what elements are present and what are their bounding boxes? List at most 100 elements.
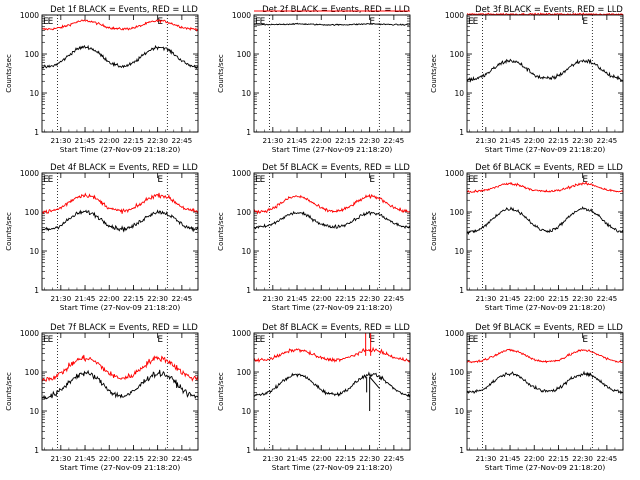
eclipse-marker: E bbox=[255, 335, 261, 345]
plot-frame bbox=[466, 172, 624, 291]
eclipse-marker: E bbox=[157, 175, 163, 185]
y-tick-label: 100 bbox=[237, 368, 252, 377]
chart-panel: Det 7f BLACK = Events, RED = LLD Counts/s… bbox=[5, 322, 199, 472]
eclipse-marker: E bbox=[369, 175, 375, 185]
eclipse-marker: E bbox=[369, 17, 375, 27]
data-series-line bbox=[41, 19, 199, 32]
y-tick-label: 1 bbox=[246, 446, 251, 455]
chart-panel: Det 8f BLACK = Events, RED = LLD Counts/s… bbox=[217, 322, 411, 472]
y-tick-label: 1000 bbox=[445, 11, 464, 20]
y-tick-label: 10 bbox=[454, 407, 464, 416]
data-series-line bbox=[466, 370, 624, 395]
y-tick-label: 100 bbox=[25, 208, 40, 217]
x-tick-label: 22:15 bbox=[123, 136, 144, 145]
plot-frame bbox=[466, 332, 624, 451]
eclipse-marker: E bbox=[473, 17, 479, 27]
y-tick-label: 1000 bbox=[232, 11, 251, 20]
data-series-line bbox=[466, 58, 624, 83]
chart-panel: Det 2f BLACK = Events, RED = LLD Counts/s… bbox=[217, 4, 411, 154]
data-series-line bbox=[253, 346, 411, 363]
chart-title: Det 1f BLACK = Events, RED = LLD bbox=[50, 4, 198, 14]
x-tick-label: 22:45 bbox=[172, 294, 193, 303]
data-series-line bbox=[253, 210, 411, 230]
eclipse-marker: E bbox=[582, 175, 588, 185]
data-series-line bbox=[41, 44, 198, 70]
chart-title: Det 6f BLACK = Events, RED = LLD bbox=[475, 162, 623, 172]
y-tick-label: 10 bbox=[29, 407, 39, 416]
y-axis-label: Counts/sec bbox=[430, 212, 438, 251]
eclipse-marker: E bbox=[48, 175, 54, 185]
data-series-line bbox=[253, 22, 411, 27]
x-axis-label: Start Time (27-Nov-09 21:18:20) bbox=[272, 145, 393, 154]
chart-panel: Det 3f BLACK = Events, RED = LLD Counts/s… bbox=[430, 4, 624, 154]
y-tick-label: 1000 bbox=[20, 11, 39, 20]
x-tick-label: 22:45 bbox=[172, 454, 193, 463]
data-spike bbox=[369, 376, 381, 389]
x-tick-label: 21:45 bbox=[75, 294, 96, 303]
eclipse-marker: E bbox=[43, 175, 49, 185]
x-tick-label: 21:30 bbox=[262, 294, 283, 303]
y-axis-label: Counts/sec bbox=[217, 212, 225, 251]
y-tick-label: 1000 bbox=[20, 169, 39, 178]
eclipse-marker: E bbox=[468, 175, 474, 185]
eclipse-marker: E bbox=[260, 175, 266, 185]
x-tick-label: 22:00 bbox=[524, 294, 545, 303]
plot-frame bbox=[253, 332, 411, 451]
x-tick-label: 21:45 bbox=[287, 454, 308, 463]
plot-frame bbox=[253, 172, 411, 291]
y-tick-label: 100 bbox=[25, 50, 40, 59]
eclipse-marker: E bbox=[582, 17, 588, 27]
x-tick-label: 21:30 bbox=[475, 454, 496, 463]
x-tick-label: 22:30 bbox=[572, 136, 593, 145]
x-tick-label: 22:15 bbox=[548, 136, 569, 145]
chart-panel: Det 5f BLACK = Events, RED = LLD Counts/s… bbox=[217, 162, 411, 312]
y-tick-label: 1000 bbox=[445, 169, 464, 178]
eclipse-marker: E bbox=[48, 335, 54, 345]
chart-panel: Det 6f BLACK = Events, RED = LLD Counts/s… bbox=[430, 162, 624, 312]
x-tick-label: 21:45 bbox=[500, 454, 521, 463]
x-axis-label: Start Time (27-Nov-09 21:18:20) bbox=[60, 145, 181, 154]
eclipse-marker: E bbox=[473, 335, 479, 345]
x-axis-label: Start Time (27-Nov-09 21:18:20) bbox=[272, 463, 393, 472]
x-tick-label: 22:45 bbox=[597, 454, 618, 463]
x-tick-label: 21:45 bbox=[75, 136, 96, 145]
x-tick-label: 21:45 bbox=[287, 136, 308, 145]
y-tick-label: 10 bbox=[241, 247, 251, 256]
y-tick-label: 1000 bbox=[232, 329, 251, 338]
eclipse-marker: E bbox=[369, 335, 375, 345]
y-tick-label: 1 bbox=[459, 128, 464, 137]
data-series-line bbox=[466, 181, 624, 193]
plot-frame bbox=[253, 14, 411, 133]
eclipse-marker: E bbox=[43, 335, 49, 345]
chart-panel: Det 1f BLACK = Events, RED = LLD Counts/s… bbox=[5, 4, 199, 154]
chart-title: Det 5f BLACK = Events, RED = LLD bbox=[262, 162, 410, 172]
x-tick-label: 22:15 bbox=[548, 454, 569, 463]
data-series-line bbox=[41, 192, 199, 215]
y-tick-label: 1000 bbox=[20, 329, 39, 338]
x-tick-label: 22:00 bbox=[311, 294, 332, 303]
y-tick-label: 1000 bbox=[232, 169, 251, 178]
data-series-line bbox=[41, 354, 199, 382]
x-tick-label: 22:45 bbox=[172, 136, 193, 145]
x-tick-label: 22:15 bbox=[335, 294, 356, 303]
y-tick-label: 1 bbox=[34, 128, 39, 137]
x-tick-label: 21:30 bbox=[262, 454, 283, 463]
x-tick-label: 21:30 bbox=[475, 294, 496, 303]
x-axis-label: Start Time (27-Nov-09 21:18:20) bbox=[485, 145, 606, 154]
y-tick-label: 10 bbox=[454, 247, 464, 256]
x-tick-label: 21:30 bbox=[262, 136, 283, 145]
y-tick-label: 100 bbox=[237, 50, 252, 59]
x-tick-label: 22:30 bbox=[359, 294, 380, 303]
eclipse-marker: E bbox=[260, 335, 266, 345]
data-series-line bbox=[253, 193, 411, 215]
data-series-line bbox=[253, 371, 411, 398]
x-tick-label: 22:00 bbox=[99, 136, 120, 145]
x-tick-label: 22:30 bbox=[147, 454, 168, 463]
x-axis-label: Start Time (27-Nov-09 21:18:20) bbox=[485, 463, 606, 472]
data-series-line bbox=[467, 12, 624, 17]
x-tick-label: 22:45 bbox=[384, 454, 405, 463]
y-tick-label: 1000 bbox=[445, 329, 464, 338]
y-tick-label: 10 bbox=[241, 89, 251, 98]
x-tick-label: 21:45 bbox=[75, 454, 96, 463]
